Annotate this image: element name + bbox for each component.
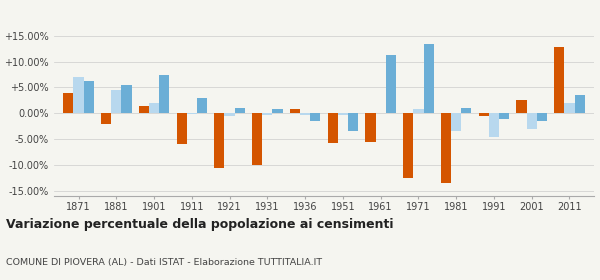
Bar	[403, 113, 413, 178]
Bar	[73, 77, 83, 113]
Bar	[489, 113, 499, 137]
Bar	[413, 109, 424, 113]
Bar	[83, 81, 94, 113]
Text: Variazione percentuale della popolazione ai censimenti: Variazione percentuale della popolazione…	[6, 218, 394, 231]
Bar	[63, 93, 73, 113]
Bar	[262, 113, 272, 115]
Bar	[159, 74, 169, 113]
Bar	[499, 113, 509, 120]
Bar	[139, 106, 149, 113]
Bar	[149, 103, 159, 113]
Bar	[197, 98, 207, 113]
Bar	[527, 113, 537, 129]
Bar	[300, 113, 310, 115]
Bar	[424, 43, 434, 113]
Bar	[461, 108, 472, 113]
Bar	[348, 113, 358, 131]
Bar	[565, 103, 575, 113]
Bar	[365, 113, 376, 142]
Bar	[101, 113, 111, 124]
Bar	[517, 100, 527, 113]
Bar	[338, 113, 348, 115]
Bar	[310, 113, 320, 121]
Bar	[235, 108, 245, 113]
Bar	[187, 113, 197, 114]
Bar	[554, 47, 565, 113]
Bar	[290, 109, 300, 113]
Bar	[575, 95, 585, 113]
Bar	[252, 113, 262, 165]
Bar	[176, 113, 187, 144]
Bar	[451, 113, 461, 131]
Bar	[441, 113, 451, 183]
Bar	[214, 113, 224, 167]
Bar	[537, 113, 547, 121]
Bar	[479, 113, 489, 116]
Text: COMUNE DI PIOVERA (AL) - Dati ISTAT - Elaborazione TUTTITALIA.IT: COMUNE DI PIOVERA (AL) - Dati ISTAT - El…	[6, 258, 322, 267]
Bar	[121, 85, 131, 113]
Bar	[224, 113, 235, 116]
Bar	[328, 113, 338, 143]
Bar	[272, 109, 283, 113]
Bar	[111, 90, 121, 113]
Bar	[386, 55, 396, 113]
